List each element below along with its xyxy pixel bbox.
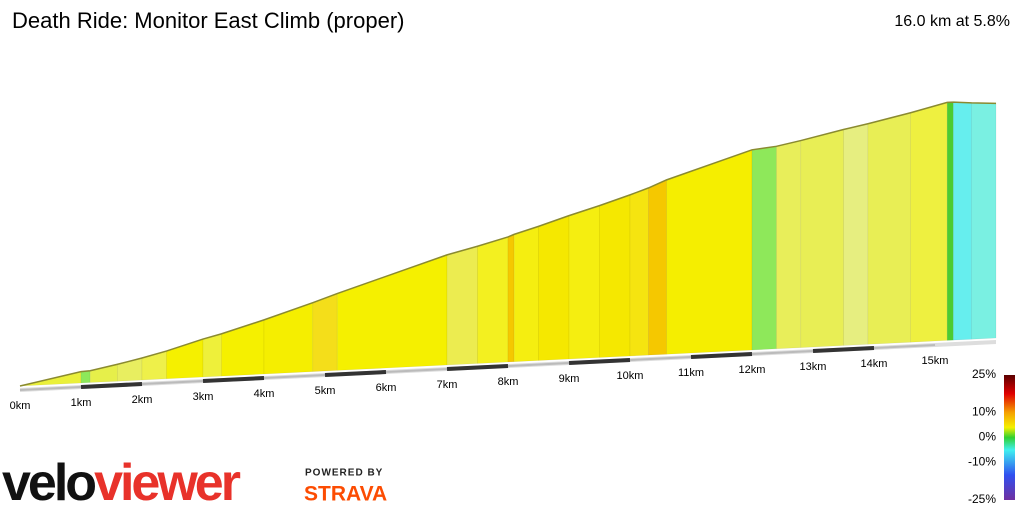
gradient-segment [538, 215, 570, 361]
km-band [324, 370, 387, 377]
gradient-segment [507, 233, 515, 363]
gradient-segment [776, 140, 802, 350]
x-tick-label: 5km [315, 385, 336, 397]
logo: veloviewer [2, 454, 241, 512]
x-tick-label: 1km [71, 397, 92, 409]
gradient-segment [599, 194, 631, 358]
gradient-segment [647, 179, 667, 356]
x-tick-label: 13km [800, 361, 827, 373]
gradient-segment [446, 245, 478, 366]
km-band [446, 364, 509, 371]
gradient-segment [629, 187, 649, 357]
x-tick-label: 3km [193, 391, 214, 403]
gradient-segment [202, 333, 222, 378]
x-tick-label: 14km [861, 358, 888, 370]
strava-logo: STRAVA [304, 483, 387, 506]
colorbar-label: 0% [979, 430, 997, 444]
km-band [202, 376, 265, 383]
x-tick-label: 12km [739, 364, 766, 376]
gradient-segment [971, 102, 997, 340]
colorbar-label: 25% [972, 367, 996, 381]
km-band [812, 346, 875, 353]
gradient-segment [336, 254, 448, 371]
gradient-segment [952, 101, 972, 341]
x-tick-label: 9km [559, 373, 580, 385]
gradient-segment [800, 129, 844, 348]
gradient-segment [946, 101, 954, 341]
chart-title: Death Ride: Monitor East Climb (proper) [12, 8, 404, 33]
logo-viewer: viewer [94, 454, 241, 512]
x-tick-label: 0km [10, 400, 31, 412]
x-tick-label: 4km [254, 388, 275, 400]
km-band [629, 356, 692, 361]
gradient-segment [513, 225, 539, 363]
x-tick-label: 7km [437, 379, 458, 391]
colorbar [1004, 375, 1015, 500]
gradient-segment [312, 293, 338, 372]
km-band [873, 344, 936, 349]
gradient-segment [910, 102, 948, 343]
gradient-segment [568, 205, 600, 360]
chart-subtitle: 16.0 km at 5.8% [894, 13, 1010, 30]
colorbar-label: 10% [972, 405, 996, 419]
gradient-segment [477, 236, 509, 364]
km-band [141, 380, 204, 385]
km-band [568, 358, 631, 365]
x-tick-label: 8km [498, 376, 519, 388]
x-tick-label: 6km [376, 382, 397, 394]
x-tick-label: 15km [922, 355, 949, 367]
km-band [507, 362, 570, 367]
km-band [385, 368, 448, 373]
km-band [263, 374, 326, 379]
gradient-segment [666, 149, 753, 355]
gradient-segment [80, 370, 91, 384]
gradient-segment [221, 319, 265, 377]
x-tick-label: 11km [678, 367, 704, 379]
colorbar-label: -25% [968, 492, 996, 506]
x-tick-label: 2km [132, 394, 153, 406]
km-band [19, 386, 82, 391]
km-band [690, 352, 753, 359]
profile-edge [19, 101, 997, 387]
gradient-segment [867, 112, 911, 345]
x-tick-label: 10km [617, 370, 644, 382]
gradient-segment [843, 123, 869, 346]
gradient-segment [141, 350, 167, 381]
powered-by: POWERED BY [305, 468, 383, 479]
gradient-segment [751, 145, 777, 351]
colorbar-label: -10% [968, 455, 996, 469]
km-band [751, 350, 814, 355]
gradient-segment [263, 302, 314, 375]
logo-velo: velo [2, 454, 95, 512]
km-band [80, 382, 143, 389]
